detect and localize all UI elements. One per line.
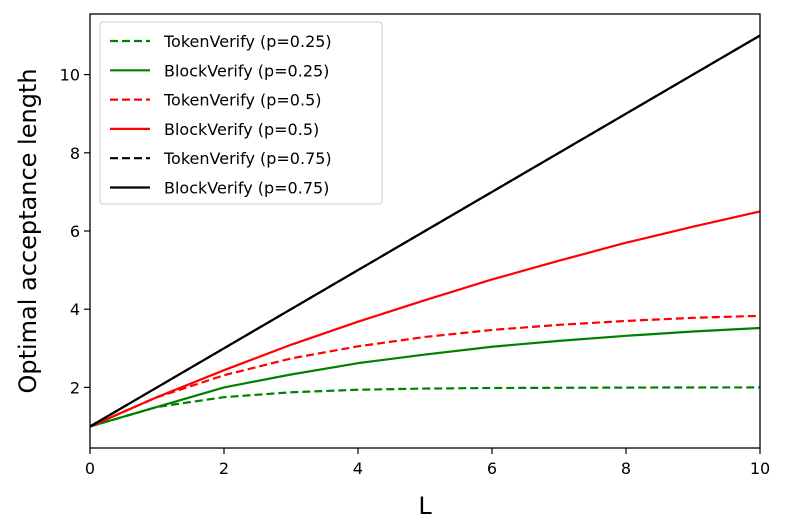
x-tick-label: 2 bbox=[219, 459, 229, 478]
legend-label: BlockVerify (p=0.5) bbox=[164, 120, 319, 139]
legend: TokenVerify (p=0.25) BlockVerify (p=0.25)… bbox=[99, 21, 383, 205]
series-layer bbox=[89, 34, 761, 428]
legend-label: TokenVerify (p=0.75) bbox=[163, 149, 332, 168]
y-axis-title: Optimal acceptance length bbox=[14, 68, 42, 393]
legend-box bbox=[99, 21, 383, 205]
legend-label: TokenVerify (p=0.25) bbox=[163, 32, 332, 51]
y-tick-label: 10 bbox=[60, 66, 80, 85]
x-tick-label: 10 bbox=[750, 459, 770, 478]
x-tick-label: 6 bbox=[487, 459, 497, 478]
series-line-4 bbox=[89, 210, 761, 428]
y-tick-label: 2 bbox=[70, 378, 80, 397]
y-tick-label: 6 bbox=[70, 222, 80, 241]
legend-label: BlockVerify (p=0.25) bbox=[164, 61, 329, 80]
series-line-2 bbox=[89, 326, 761, 428]
series-line-1 bbox=[89, 386, 761, 428]
legend-label: BlockVerify (p=0.75) bbox=[164, 179, 329, 198]
x-axis-title: L bbox=[418, 492, 432, 520]
x-tick-label: 0 bbox=[85, 459, 95, 478]
y-tick-label: 8 bbox=[70, 144, 80, 163]
series-line-3 bbox=[89, 314, 761, 428]
x-tick-label: 4 bbox=[353, 459, 363, 478]
series-line-6 bbox=[89, 34, 761, 428]
x-axis: 0 2 4 6 8 10 bbox=[85, 448, 770, 478]
legend-label: TokenVerify (p=0.5) bbox=[163, 91, 322, 110]
y-tick-label: 4 bbox=[70, 300, 80, 319]
y-axis: 2 4 6 8 10 bbox=[60, 66, 90, 397]
x-tick-label: 8 bbox=[621, 459, 631, 478]
